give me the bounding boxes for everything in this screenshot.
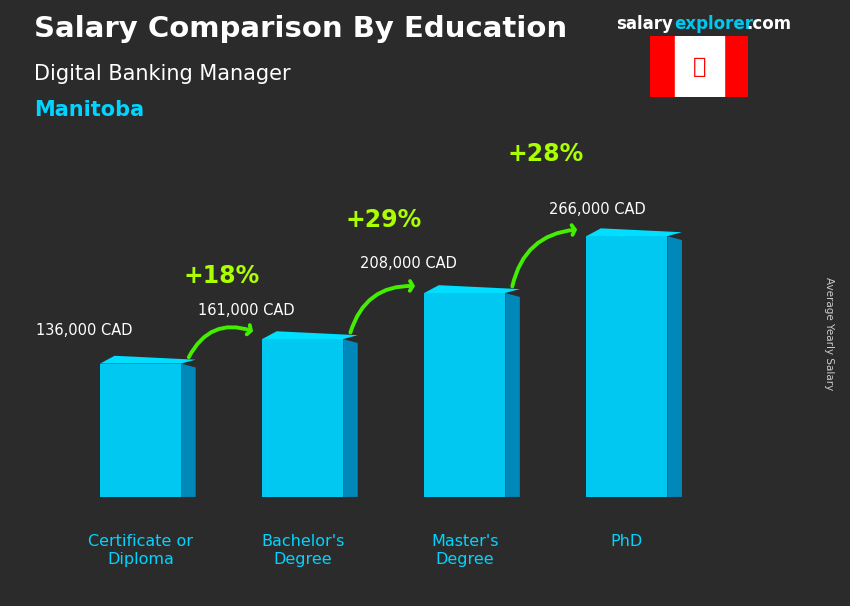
Text: Bachelor's
Degree: Bachelor's Degree [261,534,344,567]
Text: Salary Comparison By Education: Salary Comparison By Education [34,15,567,43]
Text: .com: .com [746,15,791,33]
Text: salary: salary [616,15,673,33]
Polygon shape [343,339,358,497]
Polygon shape [586,228,682,236]
Text: Master's
Degree: Master's Degree [431,534,498,567]
Text: 161,000 CAD: 161,000 CAD [197,302,294,318]
Polygon shape [262,331,358,339]
Text: +28%: +28% [507,142,584,166]
Bar [675,36,723,97]
Text: +29%: +29% [346,208,422,233]
Text: +18%: +18% [184,264,260,288]
Polygon shape [262,339,343,497]
Text: 208,000 CAD: 208,000 CAD [360,256,456,271]
Text: 136,000 CAD: 136,000 CAD [36,323,132,338]
Text: Manitoba: Manitoba [34,100,144,120]
Text: Digital Banking Manager: Digital Banking Manager [34,64,291,84]
Bar [650,36,675,97]
Polygon shape [424,293,505,497]
Polygon shape [100,356,196,364]
Bar [723,36,748,97]
Polygon shape [100,364,181,497]
Text: 🍁: 🍁 [693,56,706,77]
Text: Average Yearly Salary: Average Yearly Salary [824,277,834,390]
Text: PhD: PhD [610,534,643,549]
Polygon shape [505,293,520,497]
Text: Certificate or
Diploma: Certificate or Diploma [88,534,193,567]
Polygon shape [667,236,682,497]
Polygon shape [586,236,667,497]
Text: 266,000 CAD: 266,000 CAD [549,202,646,216]
Polygon shape [424,285,520,293]
Text: explorer: explorer [674,15,753,33]
Polygon shape [181,364,196,497]
